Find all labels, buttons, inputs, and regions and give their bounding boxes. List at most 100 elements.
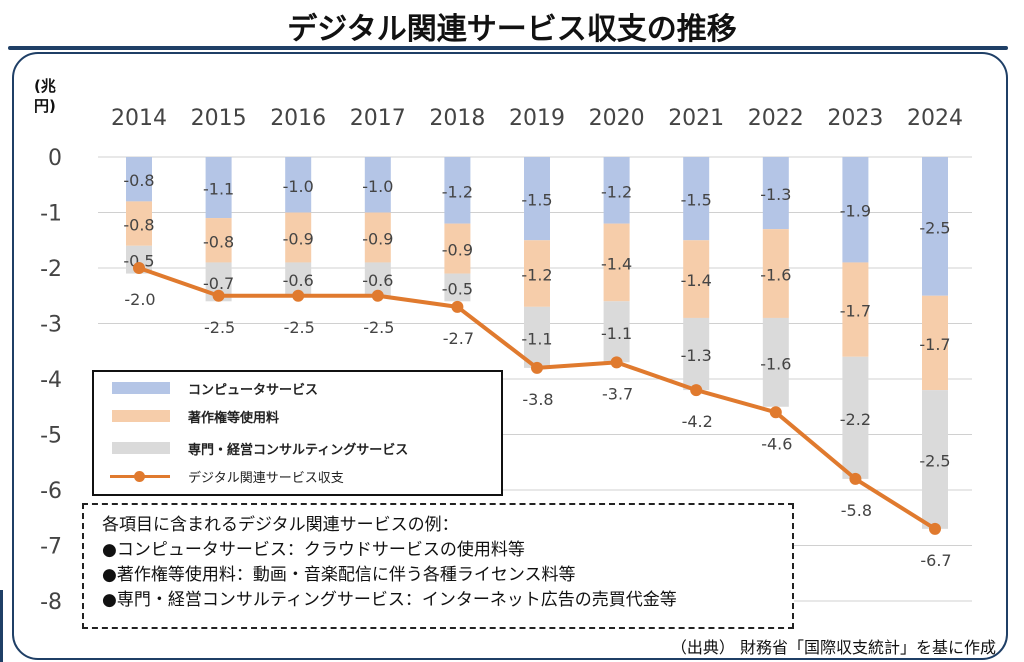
bar-copyright (683, 240, 710, 318)
example-item: ●専門・経営コンサルティングサービス：インターネット広告の売買代金等 (102, 590, 677, 610)
data-label-consulting: -1.1 (601, 324, 632, 343)
data-label-copyright: -1.7 (840, 302, 871, 321)
x-tick-label: 2023 (827, 106, 883, 131)
bar-computer (364, 157, 391, 213)
y-axis-unit-label: (兆 円) (34, 76, 74, 116)
bar-copyright (524, 240, 550, 307)
example-item: ●コンピュータサービス：クラウドサービスの使用料等 (102, 540, 525, 560)
y-tick-label: -2 (40, 257, 62, 282)
data-label-computer: -1.9 (840, 202, 871, 221)
x-tick-label: 2017 (350, 106, 406, 131)
example-item: ●著作権等使用料：動画・音楽配信に伴う各種ライセンス料等 (102, 565, 576, 585)
legend-label-computer: コンピュータサービス (188, 382, 319, 398)
data-label-copyright: -0.9 (442, 241, 473, 260)
total-data-label: -2.5 (284, 318, 315, 337)
total-data-label: -4.2 (682, 412, 713, 431)
legend-item-copyright: 著作権等使用料 (94, 406, 279, 426)
data-label-computer: -1.2 (442, 182, 473, 201)
bar-copyright (842, 262, 869, 357)
y-tick-label: -5 (40, 424, 62, 449)
total-data-label: -6.7 (920, 551, 951, 570)
bar-computer (842, 157, 869, 263)
x-tick-label: 2018 (429, 106, 485, 131)
legend: コンピュータサービス 著作権等使用料 専門・経営コンサルティングサービス デジタ… (92, 370, 503, 496)
left-accent-bar (0, 590, 3, 662)
bar-copyright (922, 295, 948, 391)
data-label-copyright: -1.7 (919, 335, 950, 354)
data-label-computer: -1.5 (521, 191, 552, 210)
bar-consulting (524, 306, 550, 368)
total-data-label: -4.6 (761, 434, 792, 453)
total-data-label: -2.5 (204, 318, 235, 337)
data-label-consulting: -2.2 (840, 410, 871, 429)
data-label-consulting: -0.5 (442, 279, 473, 298)
total-data-label: -2.7 (443, 329, 474, 348)
total-data-label: -3.8 (522, 390, 553, 409)
x-tick-label: 2024 (907, 106, 963, 131)
data-label-copyright: -1.4 (681, 271, 712, 290)
data-label-computer: -1.2 (601, 182, 632, 201)
total-data-label: -5.8 (841, 501, 872, 520)
bar-copyright (762, 229, 789, 318)
x-tick-label: 2015 (191, 106, 247, 131)
total-point (769, 406, 782, 419)
data-label-copyright: -0.9 (283, 229, 314, 248)
data-label-consulting: -0.7 (203, 274, 234, 293)
x-tick-label: 2022 (748, 106, 804, 131)
data-label-computer: -2.5 (919, 218, 950, 237)
legend-swatch-copyright (112, 410, 170, 422)
bar-copyright (205, 218, 232, 263)
data-label-computer: -1.3 (760, 185, 791, 204)
total-point (929, 522, 941, 535)
y-tick-label: -6 (40, 479, 62, 504)
bar-copyright (603, 223, 630, 302)
bar-copyright (126, 201, 152, 246)
bar-consulting (603, 301, 630, 363)
legend-label-consulting: 専門・経営コンサルティングサービス (188, 442, 409, 458)
source-note: （出典） 財務省「国際収支統計」を基に作成 (670, 638, 996, 657)
total-data-label: -3.7 (602, 384, 633, 403)
bar-consulting (922, 390, 948, 529)
data-label-computer: -1.0 (283, 177, 314, 196)
bar-computer (762, 157, 789, 230)
x-tick-label: 2016 (270, 106, 326, 131)
total-point (451, 300, 464, 313)
total-point (690, 384, 703, 397)
x-tick-label: 2020 (589, 106, 645, 131)
data-label-consulting: -1.6 (760, 354, 791, 373)
bar-copyright (285, 212, 312, 263)
bar-copyright (444, 223, 471, 274)
unit-label-text: (兆 円) (34, 77, 56, 115)
bar-computer (126, 157, 152, 202)
data-label-copyright: -1.6 (760, 266, 791, 285)
total-point (531, 361, 543, 374)
bar-computer (205, 157, 232, 219)
y-tick-label: 0 (48, 146, 62, 171)
total-point (371, 289, 384, 302)
data-label-computer: -1.1 (203, 180, 234, 199)
data-label-copyright: -1.4 (601, 254, 632, 273)
legend-item-total: デジタル関連サービス収支 (94, 466, 344, 486)
y-tick-label: -7 (40, 535, 62, 560)
data-label-copyright: -0.8 (123, 216, 154, 235)
legend-label-copyright: 著作権等使用料 (188, 410, 280, 426)
data-label-copyright: -0.8 (203, 232, 234, 251)
legend-line-total (110, 466, 170, 486)
total-point (292, 289, 305, 302)
bar-computer (922, 157, 948, 296)
data-label-consulting: -1.3 (681, 346, 712, 365)
y-tick-label: -3 (40, 313, 62, 338)
bar-computer (524, 157, 550, 241)
legend-swatch-computer (112, 382, 170, 394)
examples-box: 各項目に含まれるデジタル関連サービスの例： ●コンピュータサービス：クラウドサー… (82, 503, 794, 629)
data-label-consulting: -1.1 (521, 329, 552, 348)
bar-computer (444, 157, 471, 224)
legend-label-total: デジタル関連サービス収支 (188, 470, 344, 486)
bar-consulting (762, 317, 789, 407)
bar-copyright (364, 212, 391, 263)
legend-item-consulting: 専門・経営コンサルティングサービス (94, 438, 408, 458)
x-tick-label: 2014 (111, 106, 167, 131)
y-tick-label: -1 (40, 202, 62, 227)
total-point (212, 289, 225, 302)
